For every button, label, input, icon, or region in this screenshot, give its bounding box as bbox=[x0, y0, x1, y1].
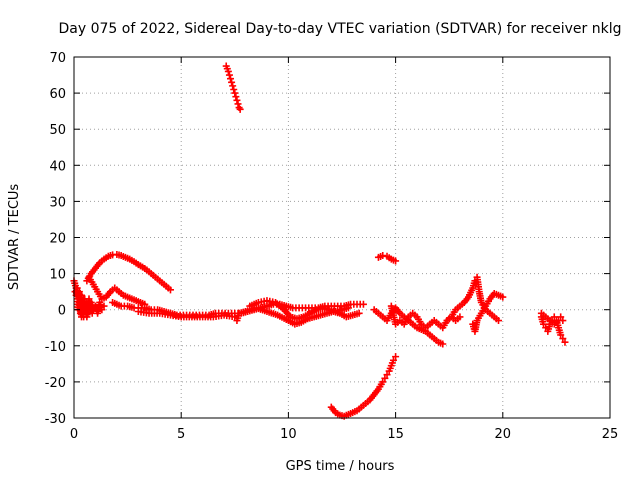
x-tick-label: 15 bbox=[387, 427, 404, 442]
y-tick-label: 70 bbox=[49, 51, 66, 66]
segment-spike-top bbox=[222, 62, 244, 113]
y-tick-label: 50 bbox=[49, 123, 66, 138]
segment-low-arc bbox=[327, 353, 400, 420]
data-point bbox=[230, 85, 238, 93]
data-point bbox=[389, 356, 397, 364]
data-point bbox=[166, 286, 174, 294]
data-point bbox=[499, 293, 507, 301]
data-point bbox=[228, 78, 236, 86]
data-point bbox=[231, 89, 239, 97]
x-tick-label: 25 bbox=[602, 427, 619, 442]
x-tick-label: 20 bbox=[495, 427, 512, 442]
data-point bbox=[561, 338, 569, 346]
segment-rise-18-b bbox=[469, 289, 507, 335]
y-tick-label: 60 bbox=[49, 87, 66, 102]
y-tick-label: 40 bbox=[49, 159, 66, 174]
data-point bbox=[227, 75, 235, 83]
x-tick-label: 5 bbox=[177, 427, 185, 442]
data-point bbox=[344, 304, 352, 312]
data-point bbox=[383, 371, 391, 379]
y-axis-ticks: -30 -20 -10 0 10 20 30 40 50 60 70 bbox=[45, 51, 610, 427]
data-point bbox=[359, 300, 367, 308]
data-point bbox=[439, 340, 447, 348]
data-point bbox=[229, 82, 237, 90]
data-point bbox=[557, 331, 565, 339]
data-point bbox=[232, 93, 240, 101]
data-point bbox=[392, 257, 400, 265]
data-point bbox=[540, 320, 548, 328]
segment-arc-rise bbox=[83, 250, 174, 294]
x-axis-label: GPS time / hours bbox=[286, 459, 395, 474]
x-tick-label: 0 bbox=[70, 427, 78, 442]
x-axis-ticks: 0 5 10 15 20 25 bbox=[70, 57, 618, 442]
y-tick-label: 30 bbox=[49, 195, 66, 210]
data-point bbox=[236, 105, 244, 113]
data-point bbox=[381, 374, 389, 382]
y-tick-label: -10 bbox=[45, 340, 66, 355]
chart-title: Day 075 of 2022, Sidereal Day-to-day VTE… bbox=[59, 21, 622, 37]
segment-rise-18 bbox=[443, 273, 503, 325]
segment-mid-curve bbox=[85, 273, 149, 308]
data-marks bbox=[70, 62, 569, 420]
segment-cluster-22-b bbox=[537, 309, 567, 328]
data-point bbox=[98, 306, 106, 314]
x-tick-label: 10 bbox=[280, 427, 297, 442]
data-point bbox=[379, 378, 387, 386]
segment-early-noise-b bbox=[71, 284, 96, 321]
data-point bbox=[550, 313, 558, 321]
data-point bbox=[100, 302, 108, 310]
y-tick-label: -20 bbox=[45, 376, 66, 391]
data-point bbox=[456, 313, 464, 321]
segment-cluster-15-18-b bbox=[387, 302, 464, 332]
y-tick-label: -30 bbox=[45, 412, 66, 427]
data-point bbox=[392, 353, 400, 361]
data-point bbox=[88, 309, 96, 317]
data-point bbox=[559, 317, 567, 325]
y-axis-label: SDTVAR / TECUs bbox=[7, 184, 22, 291]
data-point bbox=[495, 317, 503, 325]
data-point bbox=[559, 335, 567, 343]
y-tick-label: 20 bbox=[49, 232, 66, 247]
segment-small-arc bbox=[374, 252, 400, 265]
data-point bbox=[557, 313, 565, 321]
data-point bbox=[234, 100, 242, 108]
data-point bbox=[225, 71, 233, 79]
data-point bbox=[355, 309, 363, 317]
y-tick-label: 10 bbox=[49, 268, 66, 283]
y-tick-label: 0 bbox=[58, 304, 66, 319]
data-point bbox=[233, 96, 241, 104]
data-point bbox=[224, 67, 232, 75]
segment-flat-band-mid bbox=[246, 297, 352, 323]
